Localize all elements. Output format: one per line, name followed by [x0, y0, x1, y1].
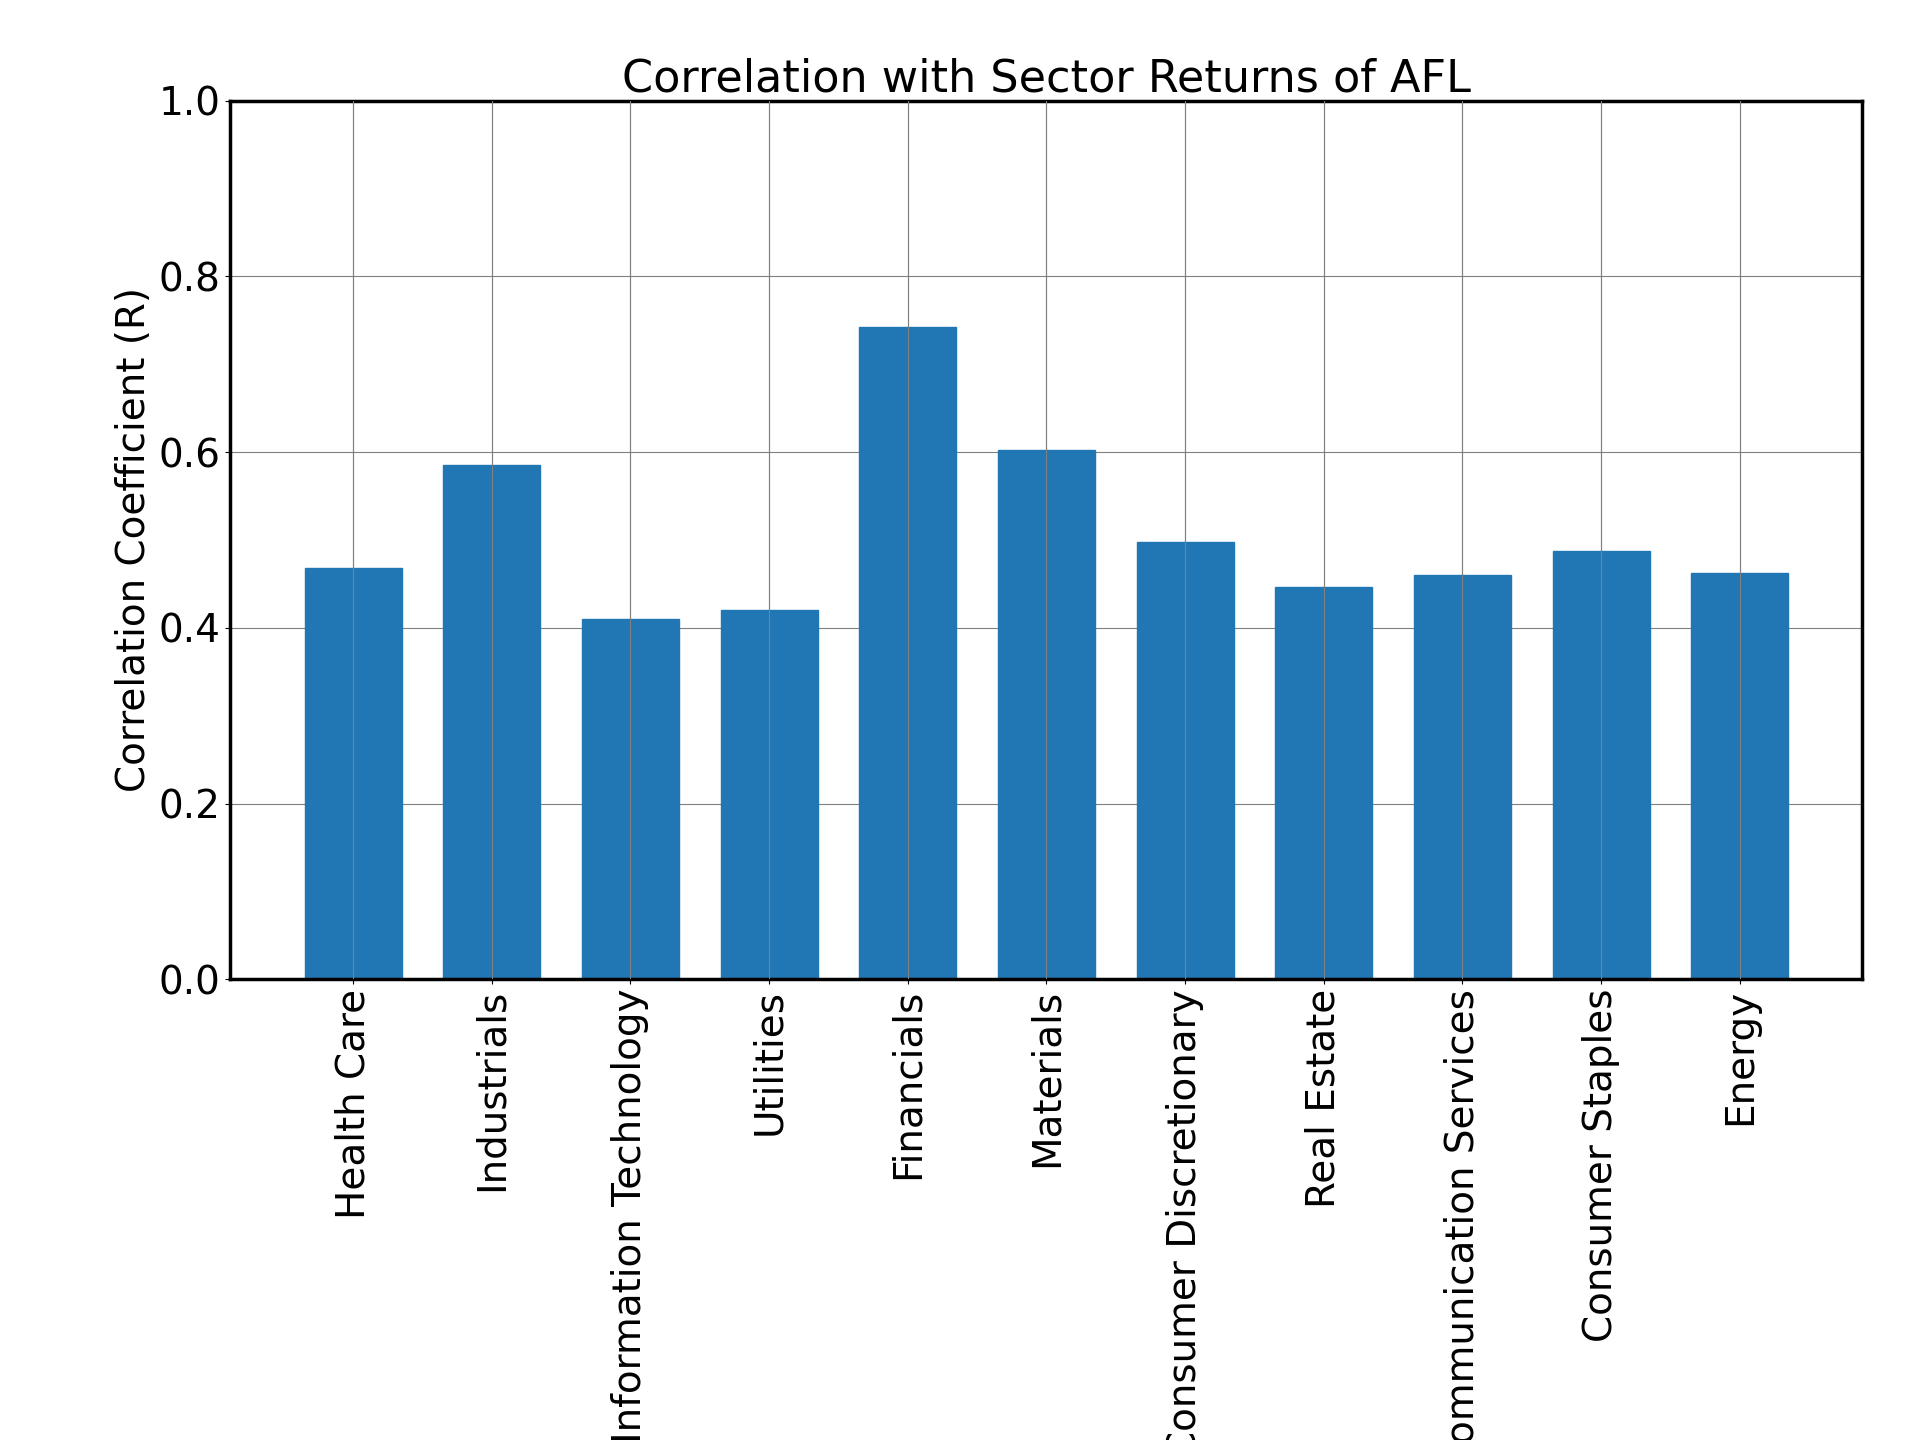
Bar [305, 569, 401, 979]
Bar [444, 465, 540, 979]
Y-axis label: Correlation Coefficient (R): Correlation Coefficient (R) [115, 288, 154, 792]
Bar [720, 611, 818, 979]
Bar [1692, 573, 1788, 979]
Bar [1137, 541, 1233, 979]
Bar [1275, 586, 1373, 979]
Bar [860, 327, 956, 979]
Bar [582, 619, 680, 979]
Bar [1553, 552, 1649, 979]
Title: Correlation with Sector Returns of AFL: Correlation with Sector Returns of AFL [622, 58, 1471, 101]
Bar [998, 449, 1094, 979]
Bar [1413, 575, 1511, 979]
